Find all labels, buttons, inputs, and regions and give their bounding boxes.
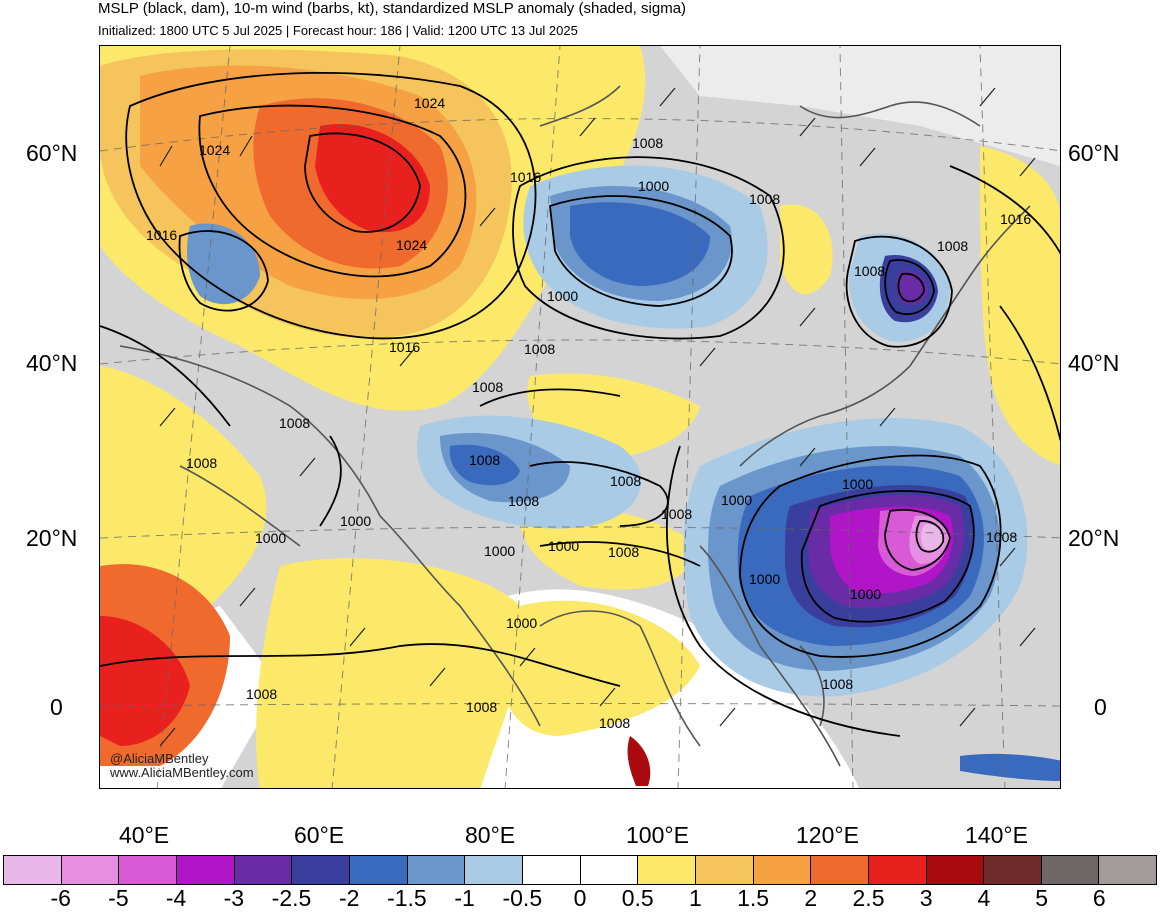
colorbar-tick-label: 0 xyxy=(573,885,587,911)
colorbar-tick-label: -2 xyxy=(338,885,360,911)
isobar-label: 1008 xyxy=(186,455,217,471)
anomaly-field: 1024 1024 1024 1016 1016 1016 1016 1008 … xyxy=(100,46,1060,788)
colorbar-tick-label: 5 xyxy=(1035,885,1048,911)
isobar-label: 1008 xyxy=(279,415,310,431)
colorbar-swatch xyxy=(234,856,293,884)
lat-label-20n-right: 20°N xyxy=(1068,525,1120,551)
isobar-label: 1000 xyxy=(484,543,515,559)
isobar-label: 1008 xyxy=(610,473,641,489)
colorbar-swatch xyxy=(292,856,350,884)
colorbar-swatch xyxy=(61,856,120,884)
isobar-label: 1016 xyxy=(1000,211,1031,227)
colorbar-swatch xyxy=(926,856,985,884)
colorbar-tick-label: -1 xyxy=(454,885,475,911)
colorbar-tick-label: -3 xyxy=(223,885,245,911)
lat-label-0-right: 0 xyxy=(1094,694,1107,720)
isobar-label: 1008 xyxy=(661,506,692,522)
isobar-label: 1008 xyxy=(469,452,500,468)
isobar-label: 1008 xyxy=(937,238,968,254)
colorbar-swatch xyxy=(753,856,812,884)
colorbar-tick-label: 6 xyxy=(1092,885,1106,911)
lat-label-40n-left: 40°N xyxy=(26,350,78,376)
colorbar-swatch xyxy=(119,856,177,884)
colorbar-swatch xyxy=(984,856,1042,884)
map-title: MSLP (black, dam), 10-m wind (barbs, kt)… xyxy=(98,0,687,17)
colorbar-swatch xyxy=(695,856,754,884)
lat-label-0-left: 0 xyxy=(50,694,63,720)
colorbar-tick-label: -4 xyxy=(165,885,187,911)
colorbar-swatch xyxy=(868,856,927,884)
watermark-handle: @AliciaMBentley xyxy=(110,751,209,766)
lon-label-40e: 40°E xyxy=(119,822,170,848)
colorbar-swatch xyxy=(4,856,62,884)
colorbar-swatch xyxy=(811,856,869,884)
colorbar-tick-label: -5 xyxy=(108,885,129,911)
map-subtitle: Initialized: 1800 UTC 5 Jul 2025 | Forec… xyxy=(98,23,578,38)
isobar-label: 1000 xyxy=(842,476,873,492)
colorbar-tick-label: 2 xyxy=(804,885,818,911)
colorbar-swatch xyxy=(349,856,408,884)
isobar-label: 1024 xyxy=(199,142,230,158)
isobar-label: 1008 xyxy=(749,191,780,207)
watermark: @AliciaMBentley www.AliciaMBentley.com xyxy=(110,752,254,780)
colorbar-tick-label: -2.5 xyxy=(271,885,312,911)
lon-label-140e: 140°E xyxy=(965,822,1028,848)
isobar-label: 1000 xyxy=(340,513,371,529)
isobar-label: 1008 xyxy=(854,263,885,279)
colorbar-tick-label: 0.5 xyxy=(621,885,654,911)
isobar-label: 1008 xyxy=(986,529,1017,545)
isobar-label: 1000 xyxy=(850,586,881,602)
colorbar-swatch xyxy=(176,856,235,884)
isobar-label: 1016 xyxy=(510,169,541,185)
isobar-label: 1016 xyxy=(146,227,177,243)
colorbar-swatch xyxy=(1099,856,1157,884)
colorbar-tick-label: 4 xyxy=(977,885,991,911)
isobar-label: 1000 xyxy=(255,530,286,546)
isobar-label: 1000 xyxy=(548,538,579,554)
isobar-label: 1000 xyxy=(721,492,752,508)
colorbar-tick-label: -0.5 xyxy=(502,885,543,911)
colorbar xyxy=(3,855,1157,885)
isobar-label: 1008 xyxy=(508,493,539,509)
lat-label-60n-left: 60°N xyxy=(26,140,78,166)
colorbar-tick-label: 2.5 xyxy=(852,885,885,911)
isobar-label: 1000 xyxy=(506,615,537,631)
isobar-label: 1008 xyxy=(822,676,853,692)
colorbar-swatch xyxy=(1041,856,1100,884)
colorbar-tick-label: 1.5 xyxy=(737,885,770,911)
isobar-label: 1008 xyxy=(599,715,630,731)
forecast-map: 1024 1024 1024 1016 1016 1016 1016 1008 … xyxy=(99,45,1061,789)
isobar-label: 1008 xyxy=(524,341,555,357)
isobar-label: 1000 xyxy=(749,571,780,587)
lat-label-20n-left: 20°N xyxy=(26,525,78,551)
lon-label-120e: 120°E xyxy=(796,822,859,848)
isobar-label: 1008 xyxy=(466,699,497,715)
colorbar-swatch xyxy=(407,856,466,884)
isobar-label: 1016 xyxy=(389,339,420,355)
lon-label-100e: 100°E xyxy=(626,822,689,848)
colorbar-tick-label: -1.5 xyxy=(387,885,427,911)
isobar-label: 1008 xyxy=(632,135,663,151)
isobar-label: 1024 xyxy=(396,237,427,253)
isobar-label: 1000 xyxy=(638,178,669,194)
watermark-site: www.AliciaMBentley.com xyxy=(110,765,254,780)
colorbar-swatch xyxy=(522,856,581,884)
lon-label-80e: 80°E xyxy=(465,822,516,848)
lon-label-60e: 60°E xyxy=(294,822,345,848)
lat-label-40n-right: 40°N xyxy=(1068,350,1120,376)
isobar-label: 1008 xyxy=(246,686,277,702)
colorbar-swatch xyxy=(465,856,523,884)
isobar-label: 1000 xyxy=(547,288,578,304)
colorbar-swatch xyxy=(638,856,696,884)
isobar-label: 1008 xyxy=(472,379,503,395)
isobar-label: 1024 xyxy=(414,95,445,111)
colorbar-tick-label: -6 xyxy=(50,885,71,911)
isobar-label: 1008 xyxy=(608,544,639,560)
colorbar-tick-label: 1 xyxy=(688,885,702,911)
colorbar-swatch xyxy=(580,856,639,884)
colorbar-tick-label: 3 xyxy=(919,885,933,911)
lat-label-60n-right: 60°N xyxy=(1068,140,1120,166)
